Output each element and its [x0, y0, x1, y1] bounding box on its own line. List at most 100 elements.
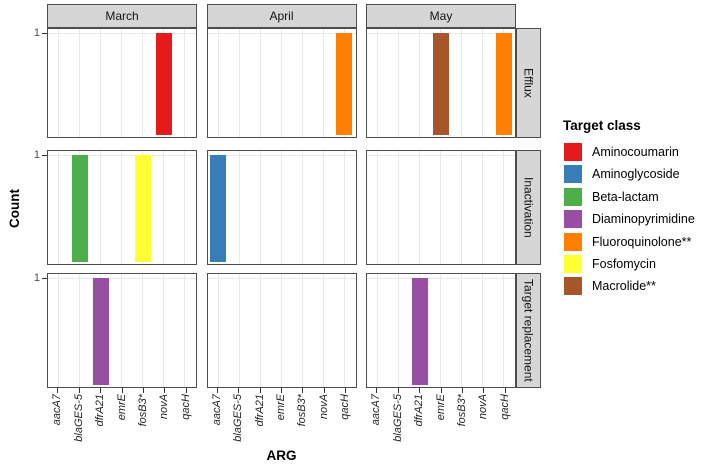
gridline-vertical — [301, 29, 303, 137]
bar-aaca7-april-aminoglycoside — [210, 154, 226, 262]
legend-label: Aminoglycoside — [592, 167, 680, 182]
y-tick-label: 1 — [33, 149, 40, 161]
gridline-vertical — [461, 29, 462, 137]
gridline-vertical — [259, 29, 261, 137]
bar-emre-may-macrolide- — [432, 32, 449, 135]
gridline-vertical — [259, 274, 261, 387]
gridline-vertical — [184, 274, 185, 387]
x-tick-label-fosb3-: fosB3* — [296, 394, 309, 427]
gridline-vertical — [142, 274, 143, 387]
facet-row-strip-inactivation: Inactivation — [516, 150, 541, 265]
gridline-vertical — [121, 151, 122, 264]
x-axis-tick — [461, 388, 463, 393]
gridline-vertical — [238, 151, 240, 264]
gridline-vertical — [301, 151, 303, 264]
x-axis-tick — [323, 388, 325, 393]
facet-panel-may-inactivation — [366, 150, 516, 265]
gridline-vertical — [461, 151, 462, 264]
legend-title: Target class — [563, 118, 641, 133]
gridline-vertical — [377, 29, 378, 137]
x-tick-label-aaca7: aacA7 — [51, 394, 64, 426]
gridline-vertical — [238, 274, 240, 387]
gridline-vertical — [100, 151, 101, 264]
gridline-count-1 — [48, 32, 196, 34]
gridline-count-1 — [207, 154, 356, 156]
legend-swatch-diaminopyrimidine — [564, 210, 582, 229]
facet-column-label: April — [269, 9, 294, 23]
gridline-vertical — [440, 274, 441, 387]
facet-panel-march-inactivation — [47, 150, 197, 265]
x-tick-label-nova: novA — [317, 394, 330, 420]
x-tick-label-aaca7: aacA7 — [370, 394, 383, 426]
y-axis-title-box: Count — [6, 28, 22, 388]
x-tick-label-nova: novA — [477, 394, 490, 420]
y-axis-title: Count — [6, 188, 22, 228]
x-tick-label-fosb3-: fosB3* — [455, 394, 468, 427]
facet-panel-may-target-replacement — [366, 273, 516, 388]
bar-dfra21-may-diaminopyrimidine — [411, 277, 428, 385]
bar-nova-march-aminocoumarin — [155, 32, 172, 135]
legend-swatch-aminocoumarin — [564, 143, 582, 161]
gridline-vertical — [238, 29, 240, 137]
gridline-vertical — [377, 151, 378, 264]
x-axis-tick — [142, 388, 144, 393]
gridline-count-1 — [207, 277, 356, 279]
x-tick-label-nova: novA — [158, 394, 171, 420]
gridline-vertical — [184, 29, 185, 137]
gridline-vertical — [343, 274, 345, 387]
gridline-vertical — [280, 274, 282, 387]
facet-column-strip-march: March — [47, 4, 197, 28]
gridline-count-1 — [207, 32, 356, 34]
gridline-vertical — [322, 274, 324, 387]
x-axis-tick — [345, 388, 347, 393]
x-tick-label-fosb3-: fosB3* — [136, 394, 149, 427]
x-tick-label-dfra21: dfrA21 — [253, 394, 266, 427]
legend-label: Fluoroquinolone** — [592, 234, 692, 249]
facet-row-label: Target replacement — [521, 279, 536, 382]
legend-swatch-beta-lactam — [564, 187, 582, 206]
x-tick-label-blages-5: blaGES-5 — [72, 394, 85, 442]
facet-column-label: March — [105, 9, 139, 23]
y-axis-tick — [42, 278, 47, 279]
facet-column-strip-may: May — [366, 4, 516, 28]
gridline-vertical — [58, 274, 59, 387]
x-axis-tick — [302, 388, 304, 393]
y-axis-tick — [42, 33, 47, 34]
gridline-vertical — [58, 29, 59, 137]
gridline-vertical — [377, 274, 378, 387]
gridline-vertical — [163, 151, 164, 264]
gridline-vertical — [217, 274, 219, 387]
gridline-vertical — [142, 29, 143, 137]
gridline-vertical — [280, 29, 282, 137]
x-tick-label-dfra21: dfrA21 — [413, 394, 426, 427]
facet-row-label: Inactivation — [521, 177, 536, 238]
gridline-count-1 — [367, 277, 515, 279]
facet-column-strip-april: April — [206, 4, 357, 28]
x-axis-tick — [483, 388, 485, 393]
legend-swatch-macrolide- — [564, 277, 582, 296]
x-axis-tick — [164, 388, 166, 393]
x-axis-title: ARG — [266, 448, 297, 463]
x-tick-label-emre: emrE — [275, 394, 287, 421]
legend-label: Macrolide** — [592, 279, 656, 294]
facet-panel-march-efflux — [47, 28, 197, 138]
gridline-vertical — [163, 274, 164, 387]
gridline-vertical — [503, 274, 504, 387]
gridline-vertical — [503, 151, 504, 264]
facet-row-strip-target-replacement: Target replacement — [516, 273, 541, 388]
gridline-vertical — [482, 29, 483, 137]
bar-qach-april-fluoroquinolone- — [336, 32, 352, 135]
x-axis-tick — [504, 388, 506, 393]
legend-swatch-aminoglycoside — [564, 165, 582, 184]
facet-row-strip-efflux: Efflux — [516, 28, 541, 138]
x-axis-tick — [185, 388, 187, 393]
gridline-vertical — [461, 274, 462, 387]
x-tick-label-qach: qacH — [339, 394, 352, 420]
gridline-vertical — [398, 274, 399, 387]
facet-column-label: May — [429, 9, 453, 23]
x-axis-tick — [397, 388, 399, 393]
x-axis-tick — [121, 388, 123, 393]
gridline-vertical — [419, 151, 420, 264]
gridline-vertical — [280, 151, 282, 264]
